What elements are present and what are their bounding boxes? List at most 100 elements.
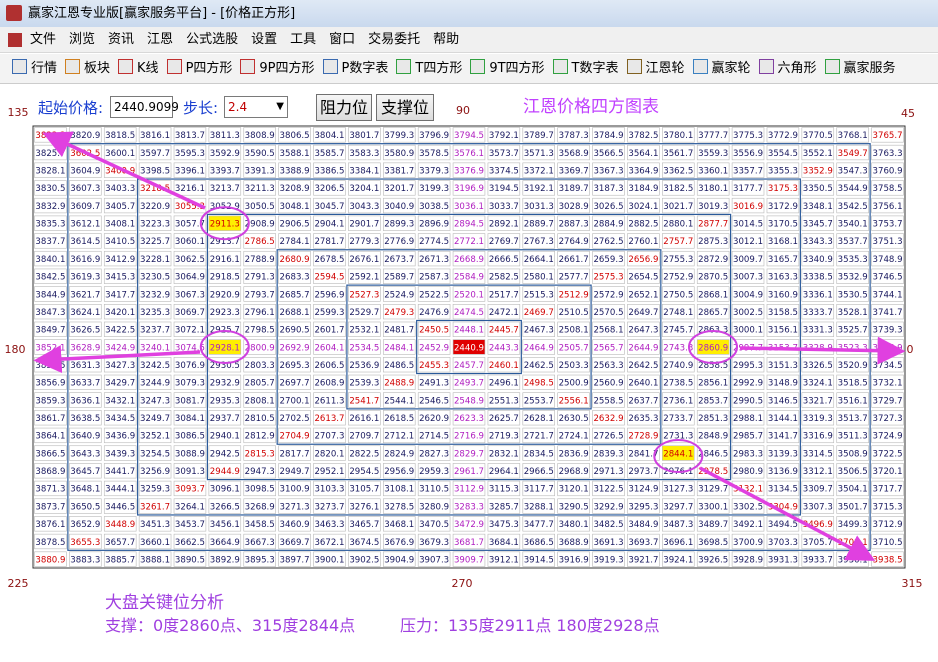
cell-value: 2887.3 <box>559 220 589 230</box>
cell-value: 2935.3 <box>210 396 240 406</box>
cell-value: 2515.3 <box>524 290 554 300</box>
ring-outline <box>276 249 662 445</box>
support-button[interactable]: 支撑位 <box>376 94 434 121</box>
toolbar-button[interactable]: 赢家服务 <box>824 54 896 84</box>
grid-cell <box>522 533 556 550</box>
cell-value: 2978.5 <box>698 467 728 477</box>
toolbar-label: 赢家轮 <box>711 61 751 76</box>
step-select[interactable]: 2.4 ▼ <box>224 96 288 118</box>
cell-value: 3909.7 <box>454 555 484 565</box>
cell-value: 3115.3 <box>489 485 519 495</box>
grid-cell <box>243 127 276 143</box>
grid-cell <box>487 427 521 444</box>
cell-value: 3384.1 <box>349 167 379 177</box>
grid-cell <box>836 357 869 373</box>
toolbar-button[interactable]: K线 <box>118 54 159 84</box>
support-text: 支撑：0度2860点、315度2844点 <box>105 616 356 635</box>
start-input[interactable]: 2440.9099 <box>110 96 179 118</box>
grid-cell <box>592 127 625 143</box>
toolbar-button[interactable]: 板块 <box>65 54 110 84</box>
menu-item[interactable]: 交易委托 <box>368 32 421 47</box>
cell-value: 3427.3 <box>105 361 135 371</box>
grid-cell <box>138 286 172 302</box>
grid-cell <box>766 445 800 461</box>
grid-cell <box>313 215 346 231</box>
grid-cell <box>836 410 869 426</box>
grid-cell <box>592 233 625 249</box>
cell-value: 3556.9 <box>733 149 763 159</box>
menu-item[interactable]: 工具 <box>290 32 317 47</box>
menu-item[interactable]: 公式选股 <box>186 32 239 47</box>
grid-cell <box>487 180 521 196</box>
grid-cell <box>348 516 381 532</box>
grid-cell <box>208 180 242 196</box>
grid-cell <box>348 339 381 355</box>
menu-item[interactable]: 浏览 <box>69 32 96 47</box>
toolbar-label: 9P四方形 <box>259 61 315 76</box>
cell-value: 2572.9 <box>593 290 623 300</box>
menu-item[interactable]: 资讯 <box>108 32 135 47</box>
toolbar-button[interactable]: T数字表 <box>552 54 619 84</box>
cell-value: 3448.9 <box>105 520 135 530</box>
menu-item[interactable]: 设置 <box>251 32 278 47</box>
menu-item[interactable]: 帮助 <box>433 32 460 47</box>
step-value: 2.4 <box>228 100 248 114</box>
toolbar-button[interactable]: 六角形 <box>758 54 817 84</box>
resistance-button[interactable]: 阻力位 <box>316 94 372 121</box>
grid-cell <box>313 533 346 550</box>
grid-cell <box>138 180 172 196</box>
cell-value: 3859.3 <box>35 396 65 406</box>
cell-value: 3340.9 <box>803 255 833 265</box>
menu-item[interactable]: 窗口 <box>329 32 356 47</box>
toolbar-button[interactable]: P四方形 <box>166 54 232 84</box>
cell-value: 3468.1 <box>384 520 414 530</box>
cell-value: 2916.1 <box>210 255 240 265</box>
grid-cell <box>487 445 521 461</box>
cell-value: 3122.5 <box>593 485 623 495</box>
menu-item[interactable]: 文件 <box>30 32 57 47</box>
grid-cell <box>417 321 451 337</box>
grid-cell <box>487 215 521 231</box>
cell-value: 3016.9 <box>733 202 763 212</box>
grid-cell <box>243 233 276 249</box>
cell-value: 2637.7 <box>628 396 658 406</box>
toolbar-icon <box>65 59 81 74</box>
cell-value: 2839.3 <box>593 449 623 459</box>
cell-value: 3542.5 <box>838 202 868 212</box>
grid-cell <box>417 516 451 532</box>
cell-value: 2983.3 <box>733 449 763 459</box>
cell-value: 3722.5 <box>873 449 903 459</box>
menu-item[interactable]: 江恩 <box>147 32 174 47</box>
toolbar-button[interactable]: 行情 <box>12 54 57 84</box>
toolbar-button[interactable]: P数字表 <box>322 54 388 84</box>
cell-value: 3883.3 <box>70 555 100 565</box>
grid-cell <box>557 392 590 408</box>
toolbar-button[interactable]: 赢家轮 <box>692 54 751 84</box>
grid-cell <box>278 374 311 390</box>
grid-cell <box>138 233 172 249</box>
cell-value: 2503.3 <box>559 361 589 371</box>
toolbar-button[interactable]: 9T四方形 <box>470 54 545 84</box>
grid-cell <box>103 427 137 444</box>
grid-cell <box>208 463 242 479</box>
grid-cell <box>696 286 730 302</box>
cell-value: 3674.5 <box>349 538 379 548</box>
cell-value: 3578.5 <box>419 149 449 159</box>
grid-cell <box>766 127 800 143</box>
toolbar-button[interactable]: T四方形 <box>396 54 462 84</box>
cell-value: 3400.9 <box>105 167 135 177</box>
toolbar-button[interactable]: 9P四方形 <box>240 54 315 84</box>
cell-value: 3393.7 <box>210 167 240 177</box>
grid-cell <box>731 215 765 231</box>
cell-value: 3307.3 <box>803 502 833 512</box>
grid-cell <box>138 463 172 479</box>
cell-value: 3873.7 <box>35 502 65 512</box>
grid-cell <box>766 374 800 390</box>
cell-value: 3811.3 <box>210 131 240 141</box>
grid-cell <box>278 339 311 355</box>
toolbar-button[interactable]: 江恩轮 <box>626 54 685 84</box>
grid-cell <box>522 215 556 231</box>
grid-cell <box>871 215 904 231</box>
cell-value: 3309.7 <box>803 485 833 495</box>
